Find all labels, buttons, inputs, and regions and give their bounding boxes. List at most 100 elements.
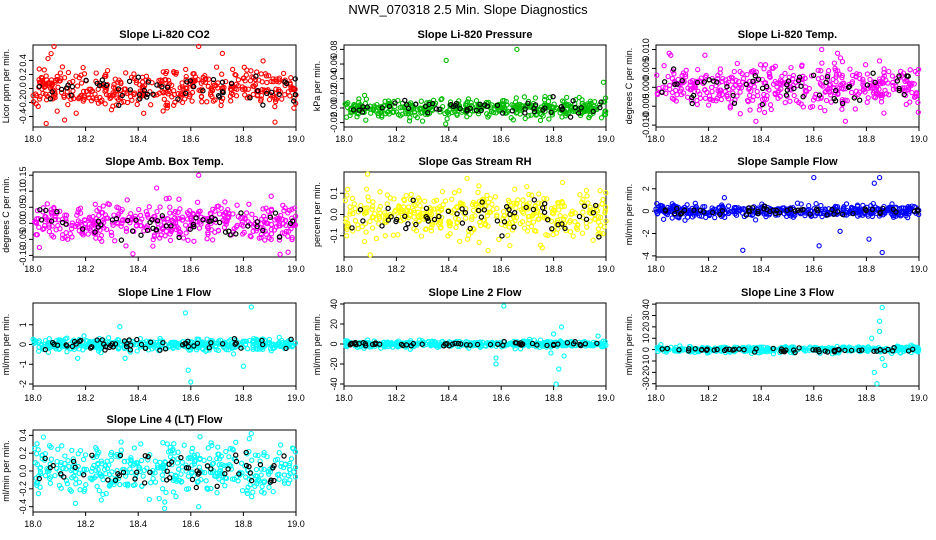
- scatter-series: [342, 171, 609, 258]
- data-point: [98, 210, 105, 216]
- x-tick-label: 18.4: [129, 264, 147, 274]
- data-point: [361, 211, 368, 217]
- data-point: [798, 101, 804, 107]
- data-point: [731, 204, 738, 211]
- data-point-highlight: [144, 91, 151, 98]
- data-point-outlier: [51, 43, 57, 50]
- data-point: [418, 233, 425, 239]
- data-point-highlight: [869, 206, 876, 213]
- data-point: [699, 213, 705, 219]
- data-point: [886, 68, 892, 75]
- y-tick-label: 0.000: [641, 76, 651, 99]
- data-point-highlight: [238, 210, 244, 216]
- data-point: [239, 84, 245, 90]
- data-point-highlight: [190, 221, 197, 228]
- x-tick-label: 18.6: [805, 264, 823, 274]
- data-point: [110, 222, 116, 228]
- data-point: [222, 210, 228, 216]
- data-point-highlight: [507, 211, 513, 218]
- data-point: [740, 205, 747, 212]
- data-point: [229, 66, 236, 73]
- data-point: [669, 201, 675, 207]
- data-point: [344, 233, 350, 239]
- data-point: [49, 232, 55, 239]
- data-point: [414, 114, 420, 121]
- data-point-highlight: [512, 209, 518, 216]
- x-tick-label: 18.2: [77, 519, 95, 529]
- chart-title: Slope Sample Flow: [737, 156, 838, 168]
- data-point: [55, 222, 61, 229]
- data-point: [205, 83, 211, 90]
- data-point-highlight: [894, 78, 901, 84]
- data-point-highlight: [710, 209, 716, 216]
- data-point: [412, 202, 418, 209]
- y-axis-label: ml/min per min.: [1, 440, 11, 502]
- data-point: [595, 214, 602, 220]
- data-point-highlight: [386, 103, 393, 110]
- data-point: [65, 69, 72, 76]
- data-point-highlight: [233, 231, 239, 237]
- data-point-highlight: [500, 110, 506, 116]
- data-point-highlight: [800, 206, 806, 213]
- data-point-highlight: [385, 205, 391, 212]
- data-point: [57, 208, 63, 214]
- data-point-highlight: [845, 84, 852, 91]
- x-tick-label: 18.2: [700, 134, 718, 144]
- x-tick-label: 18.0: [335, 264, 353, 274]
- data-point: [720, 75, 726, 82]
- data-point: [351, 201, 357, 207]
- data-point-highlight: [193, 215, 199, 221]
- data-point-highlight: [445, 208, 452, 214]
- data-point: [384, 192, 391, 198]
- data-point: [282, 92, 288, 98]
- data-point: [108, 457, 114, 463]
- data-point: [177, 206, 183, 212]
- data-point: [519, 103, 526, 109]
- y-tick-label: -0.10: [18, 245, 28, 266]
- data-point: [121, 99, 127, 105]
- data-point: [541, 97, 548, 103]
- scatter-series: [654, 304, 922, 387]
- y-tick-label: -4: [641, 252, 651, 260]
- data-point: [662, 85, 669, 91]
- data-point-outlier: [876, 318, 883, 324]
- data-point-outlier: [600, 79, 607, 85]
- data-point: [205, 229, 211, 236]
- data-point: [131, 445, 137, 451]
- data-point: [464, 114, 470, 120]
- data-point: [443, 121, 449, 127]
- data-point: [864, 99, 870, 105]
- data-point-highlight: [494, 218, 501, 224]
- data-point: [281, 208, 287, 214]
- data-point: [152, 458, 159, 464]
- data-point: [499, 105, 506, 111]
- x-tick-label: 18.2: [77, 393, 95, 403]
- data-point-outlier: [443, 57, 449, 64]
- data-point: [598, 115, 605, 121]
- data-point: [36, 66, 42, 72]
- data-point: [546, 116, 552, 122]
- data-point-highlight: [661, 79, 668, 85]
- data-point: [251, 223, 257, 230]
- data-point: [179, 217, 186, 223]
- data-point: [858, 208, 864, 214]
- data-point: [465, 96, 472, 102]
- data-point: [106, 92, 112, 99]
- y-tick-label: -0.2: [18, 95, 28, 111]
- data-point-highlight: [216, 219, 223, 226]
- data-point: [262, 237, 268, 243]
- data-point: [834, 211, 840, 217]
- data-point: [472, 201, 478, 207]
- data-point: [890, 79, 896, 86]
- y-tick-label: -10: [641, 354, 651, 367]
- data-point: [202, 79, 209, 85]
- data-point: [276, 476, 282, 482]
- data-point: [375, 113, 382, 119]
- data-point-outlier: [367, 252, 373, 258]
- data-point-outlier: [879, 304, 885, 311]
- x-tick-label: 18.0: [335, 393, 353, 403]
- y-axis-label: degrees C per min.: [1, 176, 11, 253]
- data-point-highlight: [159, 83, 165, 90]
- data-point-outlier: [75, 355, 81, 361]
- data-point-highlight: [254, 219, 260, 225]
